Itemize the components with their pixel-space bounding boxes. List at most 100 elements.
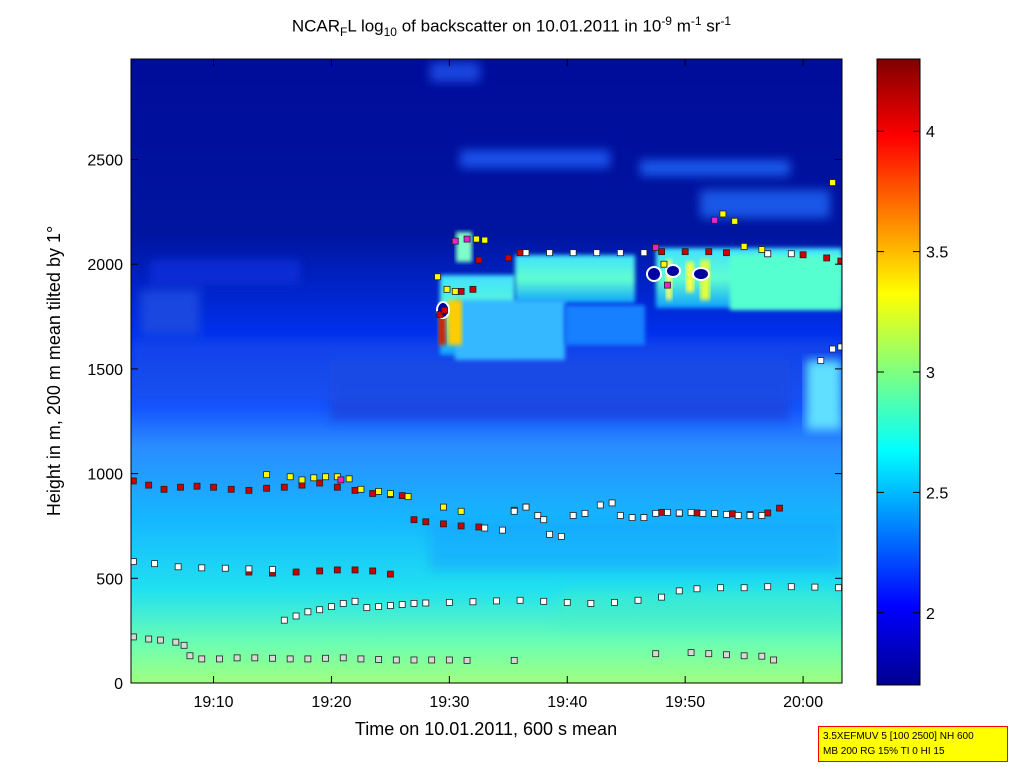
layer-marker [787, 250, 795, 258]
x-axis-label: Time on 10.01.2011, 600 s mean [355, 719, 617, 739]
layer-marker [522, 249, 530, 257]
layer-marker [829, 179, 836, 186]
layer-marker [640, 249, 648, 257]
colorbar-tick-label: 4 [926, 124, 935, 141]
layer-marker [723, 511, 730, 518]
layer-marker [292, 568, 300, 576]
layer-marker [770, 656, 778, 664]
layer-marker [469, 285, 477, 293]
layer-marker [640, 514, 648, 521]
layer-marker [546, 249, 553, 257]
colorbar-tick-label: 3 [926, 365, 935, 382]
layer-marker [628, 514, 636, 521]
layer-marker [546, 530, 553, 538]
layer-marker [422, 599, 430, 607]
layer-marker [221, 564, 229, 572]
layer-marker [540, 516, 548, 524]
layer-marker [428, 656, 436, 664]
layer-marker [316, 606, 324, 614]
layer-marker [339, 600, 347, 607]
layer-marker [823, 254, 831, 262]
y-tick-label: 2500 [87, 153, 123, 170]
layer-marker [357, 485, 365, 493]
x-tick-label: 19:50 [665, 694, 705, 711]
x-tick-label: 19:30 [429, 694, 469, 711]
layer-marker [522, 503, 530, 511]
layer-marker [387, 602, 394, 609]
layer-marker [596, 501, 604, 509]
info-line-2: MB 200 RG 15% TI 0 HI 15 [823, 746, 945, 757]
y-tick-label: 500 [96, 571, 123, 588]
layer-marker [441, 306, 449, 314]
layer-marker [463, 656, 471, 664]
layer-marker [652, 509, 660, 517]
layer-marker [434, 273, 441, 281]
layer-marker [398, 492, 406, 499]
layer-marker [664, 508, 671, 516]
layer-marker [534, 512, 542, 519]
layer-markers [131, 179, 842, 664]
y-axis: 0 500 1000 1500 2000 2500 [87, 153, 842, 693]
layer-marker [829, 345, 836, 353]
layer-marker [286, 655, 294, 663]
settings-info-box: 3.5XEFMUV 5 [100 2500] NH 600 MB 200 RG … [818, 726, 1008, 762]
layer-marker [280, 616, 288, 624]
layer-marker [799, 251, 807, 259]
layer-marker [245, 565, 253, 573]
layer-marker [675, 509, 683, 517]
layer-marker [699, 509, 707, 517]
layer-marker [510, 656, 518, 664]
layer-marker [652, 244, 660, 251]
x-tick-label: 20:00 [783, 694, 823, 711]
layer-marker [251, 654, 259, 662]
layer-marker [172, 638, 180, 646]
layer-marker [740, 652, 748, 660]
x-tick-label: 19:20 [311, 694, 351, 711]
layer-marker [310, 474, 318, 482]
layer-marker [481, 236, 489, 244]
colorbar-tick-label: 2 [926, 606, 935, 623]
x-axis: 19:10 19:20 19:30 19:40 19:50 20:00 [194, 59, 823, 711]
layer-marker [569, 249, 577, 257]
colorbar [876, 58, 921, 686]
layer-marker [280, 483, 288, 491]
layer-marker [398, 601, 406, 608]
layer-marker [746, 512, 754, 519]
layer-marker [740, 584, 748, 592]
layer-marker [263, 471, 270, 479]
layer-marker [593, 249, 601, 257]
layer-marker [269, 654, 276, 662]
layer-marker [817, 357, 825, 364]
layer-marker [445, 656, 453, 664]
layer-marker [693, 585, 701, 593]
layer-marker [387, 570, 394, 578]
layer-marker [322, 654, 329, 662]
layer-marker [160, 485, 168, 493]
layer-marker [469, 598, 477, 606]
layer-marker [351, 566, 359, 574]
layer-marker [337, 476, 345, 484]
layer-marker [177, 483, 184, 491]
layer-marker [151, 560, 158, 568]
layer-marker [664, 281, 671, 289]
layer-marker [616, 512, 624, 519]
layer-marker [731, 217, 739, 225]
heatmap-field [131, 59, 842, 683]
layer-marker [298, 476, 306, 484]
layer-marker [569, 512, 577, 519]
layer-marker [131, 477, 137, 485]
layer-marker [351, 597, 359, 605]
layer-marker [339, 654, 347, 662]
layer-marker [451, 237, 459, 245]
layer-marker [717, 584, 724, 592]
layer-marker [286, 473, 294, 481]
layer-marker [263, 484, 270, 492]
chart-title: NCARFL log10 of backscatter on 10.01.201… [291, 14, 732, 40]
layer-marker [776, 504, 783, 512]
layer-marker [410, 516, 418, 524]
layer-marker [740, 243, 748, 250]
layer-marker [345, 475, 353, 483]
layer-marker [581, 509, 589, 517]
layer-marker [322, 473, 329, 481]
